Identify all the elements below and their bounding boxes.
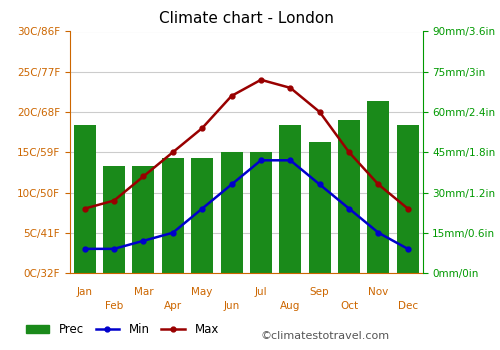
Bar (280, 125, 301, 273)
Bar (132, 166, 154, 273)
Text: Jun: Jun (224, 301, 240, 311)
Text: Mar: Mar (134, 287, 153, 297)
Bar (308, 141, 330, 273)
Text: Jul: Jul (254, 287, 267, 297)
Title: Climate chart - London: Climate chart - London (159, 11, 334, 26)
Bar (368, 101, 390, 273)
Legend: Prec, Min, Max: Prec, Min, Max (21, 318, 224, 341)
Bar (220, 152, 242, 273)
Bar (74, 125, 96, 273)
Text: Feb: Feb (105, 301, 123, 311)
Text: Sep: Sep (310, 287, 330, 297)
Text: ©climatestotravel.com: ©climatestotravel.com (260, 331, 389, 341)
Bar (250, 152, 272, 273)
Text: Aug: Aug (280, 301, 300, 311)
Bar (103, 166, 125, 273)
Text: May: May (192, 287, 213, 297)
Bar (162, 158, 184, 273)
Bar (338, 120, 360, 273)
Text: Apr: Apr (164, 301, 182, 311)
Text: Oct: Oct (340, 301, 358, 311)
Bar (191, 158, 213, 273)
Text: Jan: Jan (76, 287, 92, 297)
Bar (397, 125, 419, 273)
Text: Dec: Dec (398, 301, 418, 311)
Text: Nov: Nov (368, 287, 388, 297)
